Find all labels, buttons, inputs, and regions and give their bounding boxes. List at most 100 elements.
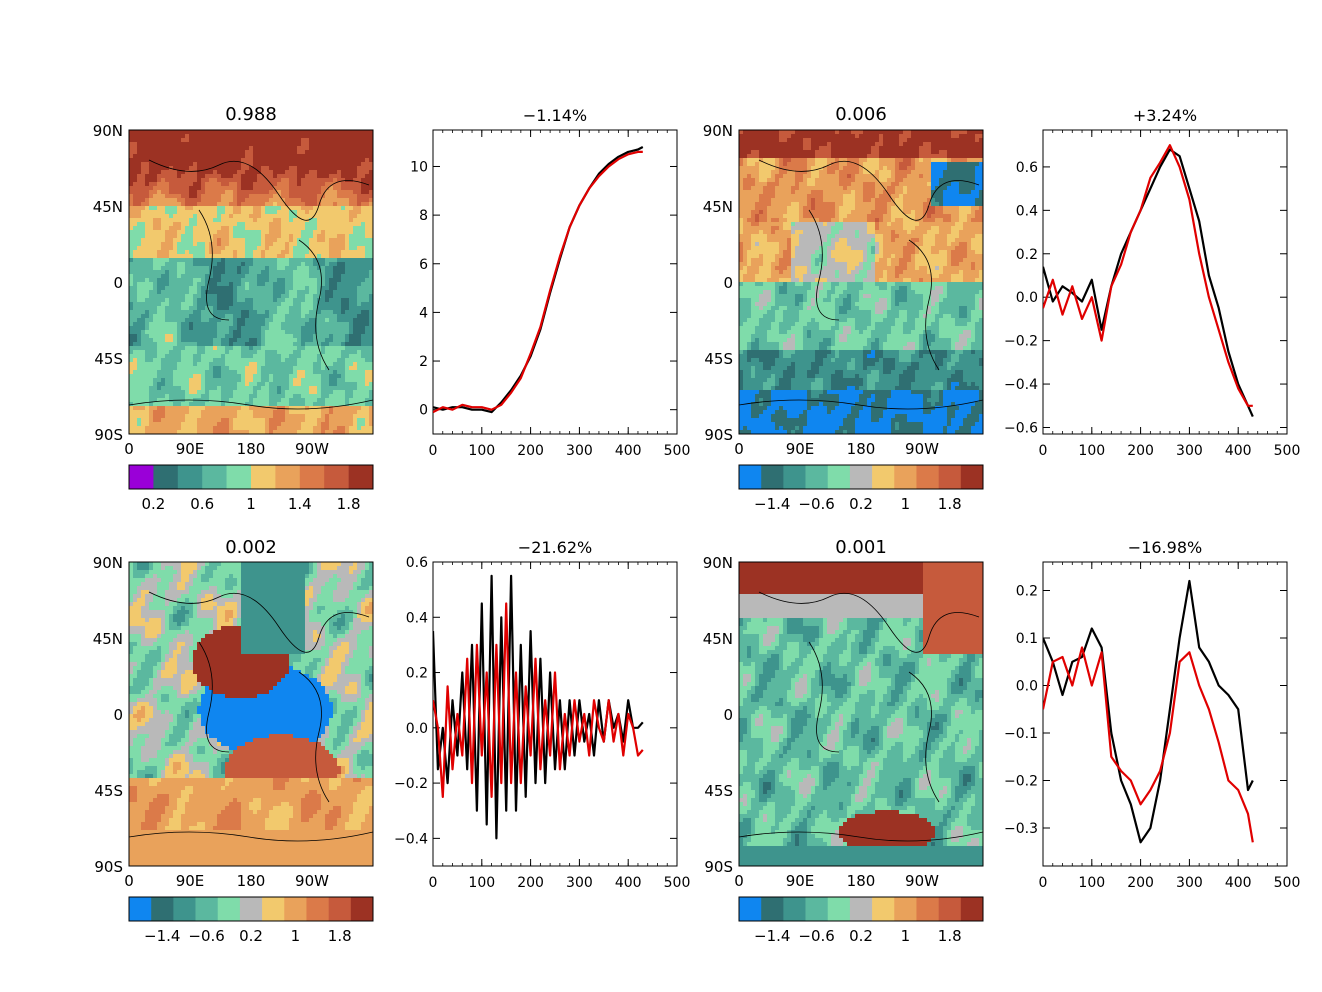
colorbar-swatch <box>306 897 329 921</box>
colorbar-swatch <box>916 897 939 921</box>
map-field <box>129 562 373 866</box>
x-tick-label: 500 <box>1274 443 1301 459</box>
colorbar-tick-label: 1.4 <box>288 495 312 513</box>
x-tick-label: 400 <box>1225 875 1252 891</box>
lon-label: 90W <box>295 872 329 890</box>
colorbar-tick-label: 1 <box>901 927 911 945</box>
colorbar-swatch <box>872 465 895 489</box>
colorbar-swatch <box>872 897 895 921</box>
x-tick-label: 300 <box>1176 443 1203 459</box>
colorbar-swatch <box>328 897 352 921</box>
colorbar-swatch <box>805 465 829 489</box>
series-line-red <box>433 602 644 798</box>
x-tick-label: 100 <box>1078 875 1105 891</box>
x-tick-label: 500 <box>664 443 691 459</box>
map-title: 0.988 <box>225 104 277 125</box>
lat-label: 90S <box>94 426 123 444</box>
lat-label: 45S <box>94 350 123 368</box>
colorbar-swatch <box>761 465 784 489</box>
lat-label: 45S <box>94 782 123 800</box>
series-line-red <box>1043 144 1253 407</box>
colorbar-swatch <box>239 897 263 921</box>
series-line-red <box>433 150 643 414</box>
x-tick-label: 100 <box>1078 443 1105 459</box>
colorbar-tick-label: 1.8 <box>938 495 962 513</box>
x-tick-label: 200 <box>517 443 544 459</box>
y-tick-label: 0.2 <box>1016 247 1038 263</box>
colorbar-tick-label: 0.2 <box>849 927 873 945</box>
lon-label: 0 <box>734 440 744 458</box>
lat-label: 90S <box>704 426 733 444</box>
colorbar-swatch <box>129 465 154 489</box>
y-tick-label: 0.4 <box>406 610 428 626</box>
colorbar-swatch <box>938 465 962 489</box>
lon-label: 90E <box>786 440 815 458</box>
colorbar-tick-label: 0.2 <box>849 495 873 513</box>
colorbar-tick-label: 1 <box>291 927 301 945</box>
y-tick-label: −0.4 <box>1004 377 1038 393</box>
lon-label: 180 <box>237 872 266 890</box>
map-title: 0.001 <box>835 537 887 558</box>
lon-label: 0 <box>124 440 134 458</box>
colorbar-swatch <box>151 897 174 921</box>
chart-title: −21.62% <box>518 538 592 557</box>
lon-label: 90W <box>905 440 939 458</box>
colorbar-tick-label: −1.4 <box>144 927 180 945</box>
lat-label: 0 <box>113 706 123 724</box>
series-line-black <box>1043 148 1254 418</box>
series-line-red <box>1043 646 1254 843</box>
colorbar-tick-label: 0.2 <box>239 927 263 945</box>
coastline <box>129 591 373 842</box>
y-tick-label: 0.2 <box>406 666 428 682</box>
colorbar-swatch <box>173 897 196 921</box>
lat-label: 45S <box>704 350 733 368</box>
colorbar-swatch <box>827 897 851 921</box>
colorbar-swatch <box>938 897 962 921</box>
coastline <box>739 591 983 842</box>
lon-label: 90E <box>786 872 815 890</box>
lat-label: 45S <box>704 782 733 800</box>
coastline <box>129 159 373 410</box>
x-tick-label: 100 <box>468 443 495 459</box>
plot-frame <box>1042 561 1288 867</box>
y-tick-label: −0.2 <box>1004 334 1038 350</box>
y-tick-label: −0.2 <box>394 776 428 792</box>
colorbar-swatch <box>849 465 873 489</box>
y-tick-label: 0.0 <box>1016 290 1038 306</box>
x-tick-label: 400 <box>615 875 642 891</box>
x-tick-label: 0 <box>429 875 438 891</box>
chart-title: −16.98% <box>1128 538 1202 557</box>
y-tick-label: −0.4 <box>394 831 428 847</box>
y-tick-label: 2 <box>419 354 428 370</box>
colorbar-swatch <box>916 465 939 489</box>
colorbar-swatch <box>129 897 152 921</box>
lon-label: 180 <box>847 872 876 890</box>
y-tick-label: 6 <box>419 257 428 273</box>
y-tick-label: 4 <box>419 305 428 321</box>
lon-label: 0 <box>124 872 134 890</box>
y-tick-label: −0.6 <box>1004 420 1038 436</box>
line-panel-4: −16.98% 0 100 200 300 400 500 −0.3 −0.2 −0.1 0.0 0… <box>1004 538 1300 891</box>
colorbar-swatch <box>960 465 984 489</box>
x-tick-label: 300 <box>566 875 593 891</box>
y-tick-label: 0.1 <box>1016 631 1038 647</box>
x-tick-label: 100 <box>468 875 495 891</box>
y-tick-label: 0.0 <box>406 721 428 737</box>
colorbar-swatch <box>783 465 806 489</box>
lat-label: 90N <box>703 122 733 140</box>
y-tick-label: 0.6 <box>406 555 428 571</box>
lat-label: 90N <box>93 122 123 140</box>
lat-label: 90N <box>93 554 123 572</box>
colorbar-tick-label: 1.8 <box>938 927 962 945</box>
colorbar-swatch <box>739 465 762 489</box>
colorbar-swatch <box>195 897 219 921</box>
plot-frame <box>1042 129 1288 435</box>
lat-label: 0 <box>723 274 733 292</box>
x-tick-label: 0 <box>1039 443 1048 459</box>
lat-label: 90S <box>704 858 733 876</box>
colorbar-swatch <box>350 897 374 921</box>
colorbar-swatch <box>783 897 806 921</box>
colorbar-swatch <box>251 465 276 489</box>
